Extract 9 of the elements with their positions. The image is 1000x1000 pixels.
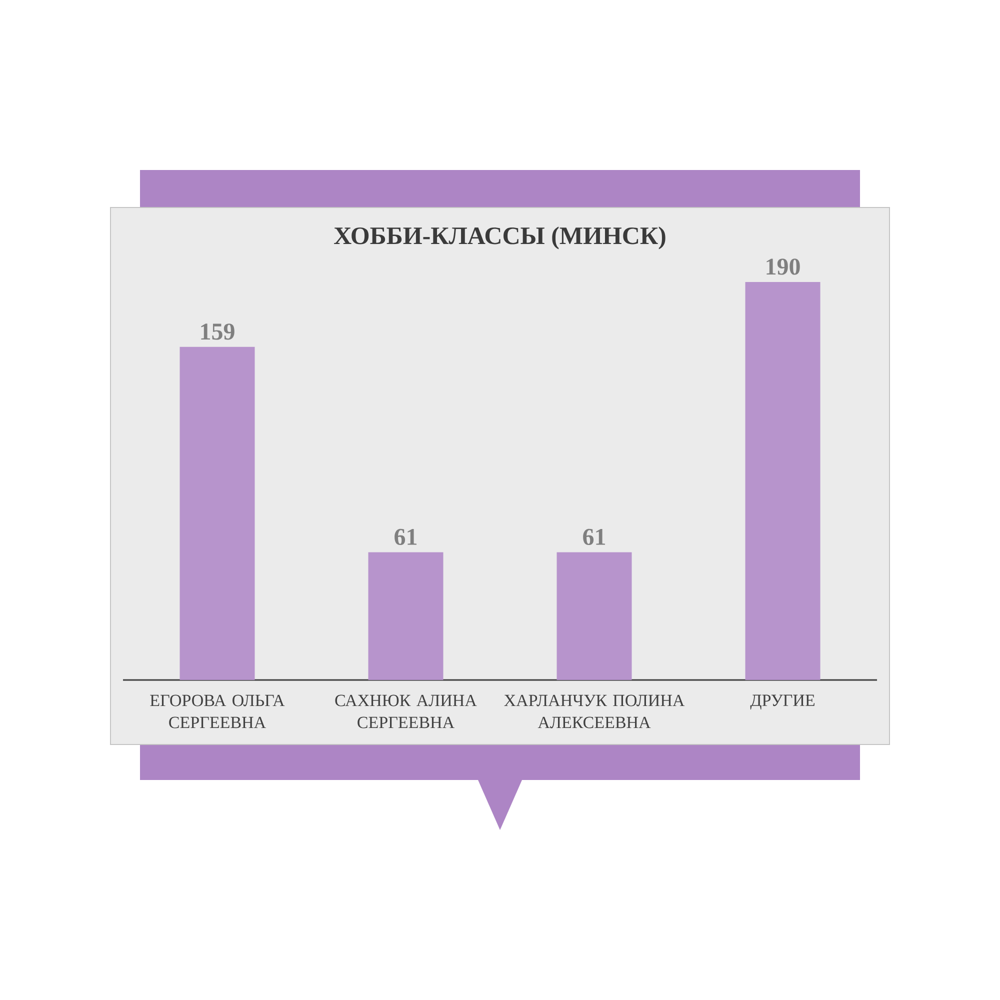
data-label: 61 bbox=[394, 528, 417, 546]
x-tick-label: ХАРЛАНЧУК ПОЛИНА АЛЕКСЕЕВНА bbox=[504, 694, 685, 728]
chart-title: ХОББИ-КЛАССЫ (МИНСК) bbox=[334, 226, 666, 250]
data-label: 190 bbox=[766, 258, 800, 275]
x-tick-label: САХНЮК АЛИНА СЕРГЕЕВНА bbox=[335, 694, 477, 728]
x-tick-label: ЕГОРОВА ОЛЬГА СЕРГЕЕВНА bbox=[150, 694, 285, 728]
data-label: 159 bbox=[201, 324, 234, 340]
data-label: 61 bbox=[583, 528, 606, 546]
x-tick-label: ДРУГИЕ bbox=[750, 694, 814, 710]
